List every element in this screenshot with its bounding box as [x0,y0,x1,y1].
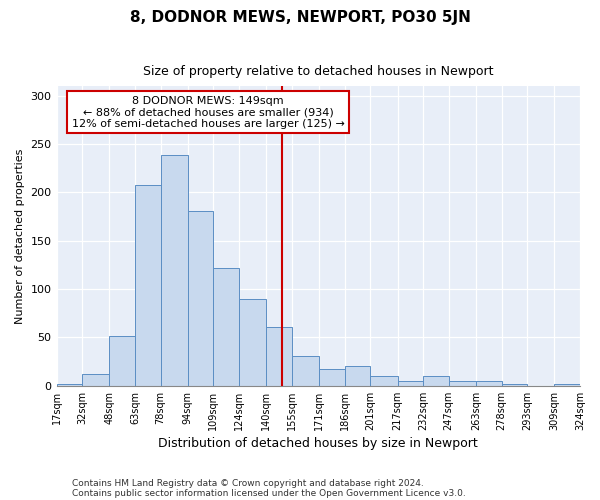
Bar [214,268,239,386]
Bar [554,384,580,386]
Text: Contains HM Land Registry data © Crown copyright and database right 2024.: Contains HM Land Registry data © Crown c… [72,478,424,488]
Y-axis label: Number of detached properties: Number of detached properties [15,148,25,324]
Bar [476,381,502,386]
Bar [370,376,398,386]
Text: 8, DODNOR MEWS, NEWPORT, PO30 5JN: 8, DODNOR MEWS, NEWPORT, PO30 5JN [130,10,470,25]
Bar [398,381,423,386]
X-axis label: Distribution of detached houses by size in Newport: Distribution of detached houses by size … [158,437,478,450]
Bar [135,184,161,386]
Bar [344,366,370,386]
Bar [82,374,109,386]
Bar [423,376,449,386]
Bar [319,370,344,386]
Bar [502,384,527,386]
Bar [109,336,135,386]
Bar [449,381,476,386]
Bar [161,155,188,386]
Text: Contains public sector information licensed under the Open Government Licence v3: Contains public sector information licen… [72,489,466,498]
Bar [188,211,214,386]
Text: 8 DODNOR MEWS: 149sqm
← 88% of detached houses are smaller (934)
12% of semi-det: 8 DODNOR MEWS: 149sqm ← 88% of detached … [72,96,345,129]
Bar [292,356,319,386]
Bar [266,327,292,386]
Title: Size of property relative to detached houses in Newport: Size of property relative to detached ho… [143,65,494,78]
Bar [239,299,266,386]
Bar [56,384,82,386]
